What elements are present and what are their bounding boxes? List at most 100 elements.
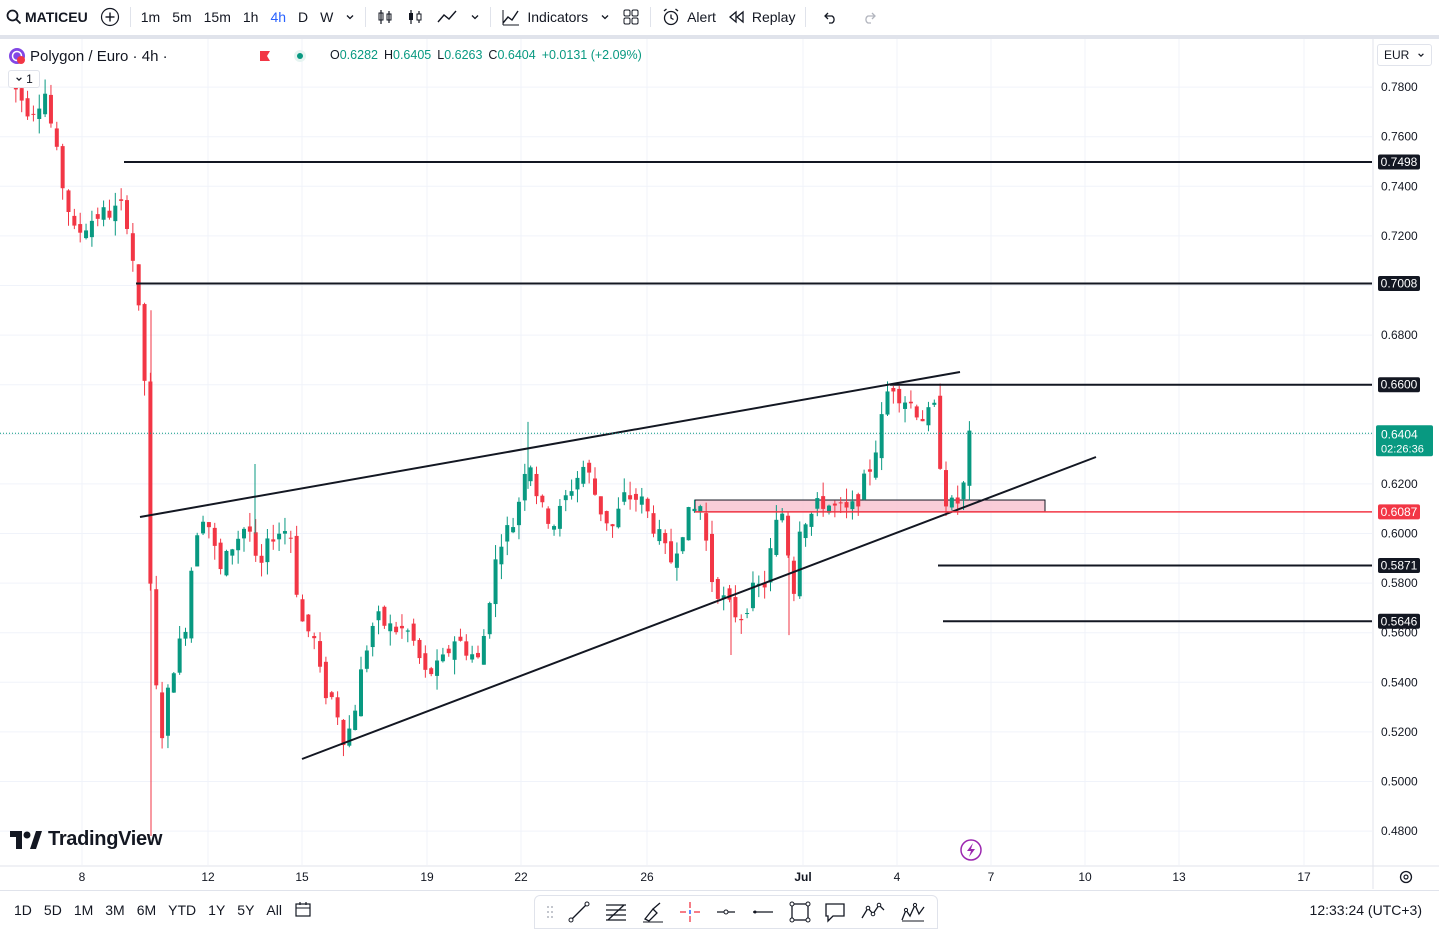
layouts-button[interactable]: [616, 0, 646, 34]
candle-body: [844, 502, 849, 508]
price-level-label: 0.7498: [1381, 155, 1418, 169]
candle-body: [271, 539, 276, 542]
time-tick-label: 8: [79, 870, 86, 884]
price-level-badge: [1378, 613, 1420, 629]
candle-body: [721, 595, 726, 599]
date-range-button[interactable]: [288, 900, 318, 921]
candle-body: [119, 199, 124, 201]
range-1m[interactable]: 1M: [73, 902, 94, 918]
candle-body: [557, 505, 562, 529]
candle-body: [160, 692, 165, 739]
range-3m[interactable]: 3M: [105, 902, 125, 918]
rectangle-tool-icon[interactable]: [789, 901, 811, 923]
candle-body: [370, 625, 375, 648]
interval-5m[interactable]: 5m: [172, 9, 192, 25]
pattern-tool-icon[interactable]: [860, 901, 886, 923]
candle-body: [832, 503, 837, 506]
price-level-label: 0.5646: [1381, 614, 1418, 628]
line-chart-icon: [437, 10, 457, 23]
ohlc-close: C0.6404: [488, 48, 536, 62]
candle-body: [622, 492, 627, 502]
candle-style-button[interactable]: [400, 0, 430, 34]
range-6m[interactable]: 6M: [136, 902, 157, 918]
price-tick-label: 0.7800: [1381, 80, 1418, 94]
fib-tool-icon[interactable]: [604, 901, 628, 923]
range-5y[interactable]: 5Y: [237, 902, 255, 918]
series-legend: Polygon / Euro · 4h ·: [8, 45, 308, 67]
chevron-down-icon: [346, 15, 354, 20]
interval-d[interactable]: D: [298, 9, 309, 25]
candle-body: [212, 527, 217, 546]
drag-handle-icon[interactable]: [546, 904, 554, 920]
interval-1h[interactable]: 1h: [242, 9, 259, 25]
range-1y[interactable]: 1Y: [208, 902, 226, 918]
bar-style-button[interactable]: [370, 0, 400, 34]
candle-body: [452, 641, 457, 660]
range-1d[interactable]: 1D: [14, 902, 32, 918]
compare-add-button[interactable]: [94, 0, 126, 34]
market-status-icon[interactable]: [292, 48, 308, 64]
indicators-dropdown[interactable]: [594, 0, 616, 34]
currency-label: EUR: [1384, 48, 1410, 62]
symbol-search[interactable]: MATICEU: [0, 0, 94, 34]
candle-body: [955, 497, 960, 504]
price-tick-label: 0.5400: [1381, 675, 1418, 689]
gear-ring: [1399, 870, 1413, 884]
price-chart[interactable]: 0.7800 0.7600 0.7400 0.7200 0.6800 0.6200 0.60…: [0, 39, 1439, 889]
candle-body: [435, 660, 440, 676]
callout-tool-icon[interactable]: [824, 901, 846, 923]
candle-body: [37, 108, 42, 120]
toolbar-divider: [0, 35, 1439, 39]
candle-body: [54, 128, 59, 147]
candle-body: [417, 639, 422, 659]
candle-body: [282, 531, 287, 534]
timezone-clock[interactable]: 12:33:24 (UTC+3): [1309, 902, 1422, 918]
current-price-badge: [1376, 425, 1433, 457]
flag-icon[interactable]: [258, 49, 272, 63]
redo-button[interactable]: [850, 0, 890, 34]
price-tick-label: 0.4800: [1381, 824, 1418, 838]
range-all[interactable]: All: [266, 902, 282, 918]
interval-w[interactable]: W: [320, 9, 334, 25]
candle-body: [148, 381, 153, 584]
crosshair-tool-icon[interactable]: [679, 901, 701, 923]
interval-dropdown[interactable]: [339, 0, 361, 34]
undo-button[interactable]: [810, 0, 850, 34]
candle-body: [797, 531, 802, 597]
tradingview-logo[interactable]: TradingView: [10, 828, 162, 851]
replay-button[interactable]: Replay: [722, 0, 802, 34]
candle-body: [686, 507, 691, 541]
candle-body: [791, 560, 796, 594]
brush-tool-icon[interactable]: [641, 901, 665, 923]
settings-gear-icon: [1399, 870, 1413, 884]
candle-body: [522, 473, 527, 501]
price-tick-label: 0.7600: [1381, 130, 1418, 144]
candle-body: [949, 497, 954, 508]
horizontal-ray-tool-icon[interactable]: [715, 901, 737, 923]
horizontal-line-tool-icon[interactable]: [751, 901, 775, 923]
currency-select[interactable]: EUR: [1377, 44, 1432, 66]
candle-body: [113, 205, 118, 222]
candle-body: [405, 630, 410, 632]
time-tick-label: 12: [201, 870, 215, 884]
elliott-wave-tool-icon[interactable]: [900, 901, 926, 923]
candle-body: [715, 578, 720, 599]
candle-body: [563, 495, 568, 501]
indicators-button[interactable]: Indicators: [495, 0, 594, 34]
chart-type-dropdown[interactable]: [464, 0, 486, 34]
interval-1m[interactable]: 1m: [140, 9, 161, 25]
candle-body: [809, 513, 814, 527]
range-5d[interactable]: 5D: [43, 902, 62, 918]
candle-body: [142, 304, 147, 381]
drawing-toolbar: [534, 895, 938, 929]
interval-4h[interactable]: 4h: [270, 9, 287, 25]
legend-collapse-button[interactable]: 1: [8, 70, 40, 88]
line-style-button[interactable]: [430, 0, 464, 34]
candle-body: [101, 207, 106, 220]
interval-15m[interactable]: 15m: [203, 9, 231, 25]
alert-button[interactable]: Alert: [655, 0, 722, 34]
candle-body: [288, 537, 293, 539]
indicator-count: 1: [26, 72, 33, 86]
trendline-tool-icon[interactable]: [568, 901, 590, 923]
range-ytd[interactable]: YTD: [168, 902, 197, 918]
